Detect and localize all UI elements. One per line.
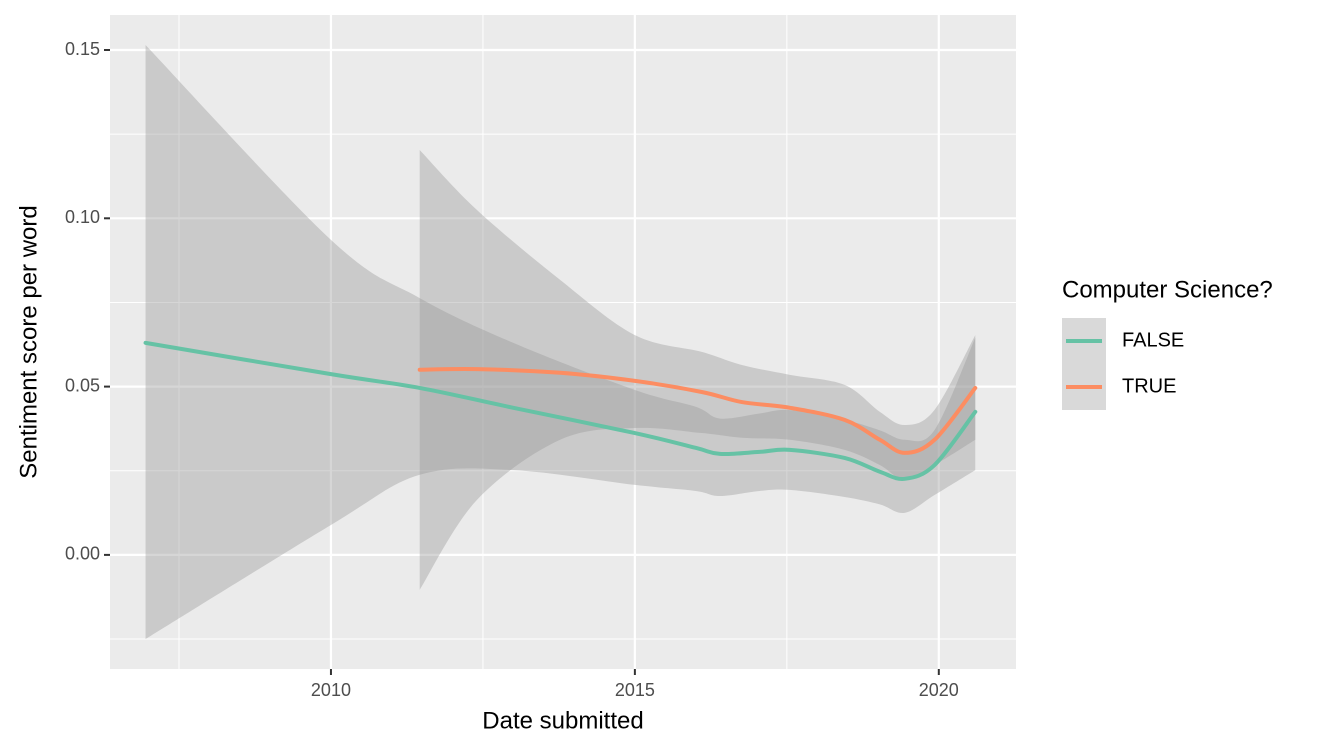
trend-line (417, 366, 978, 455)
confidence-ribbon (145, 44, 976, 640)
lines (143, 340, 978, 481)
y-tick-label: 0.10 (65, 207, 100, 227)
legend-title: Computer Science? (1062, 276, 1273, 303)
y-tick-label: 0.15 (65, 39, 100, 59)
x-tick-label: 2020 (919, 680, 959, 700)
legend-label: TRUE (1122, 375, 1176, 397)
grid (110, 15, 1016, 669)
legend-label: FALSE (1122, 329, 1184, 351)
y-tick-label: 0.05 (65, 375, 100, 395)
ribbons (145, 44, 976, 640)
confidence-ribbon (419, 149, 976, 590)
trend-line (143, 340, 978, 481)
x-tick-label: 2010 (311, 680, 351, 700)
y-tick-label: 0.00 (65, 544, 100, 564)
x-tick-label: 2015 (615, 680, 655, 700)
axes: 0.00 0.05 0.10 0.15 2010 2015 2020 (65, 39, 959, 700)
x-axis-title: Date submitted (482, 707, 643, 734)
plot-panel (110, 15, 1016, 669)
legend-key-background (1062, 318, 1106, 410)
legend: Computer Science? FALSE TRUE (1062, 276, 1273, 410)
y-axis-title: Sentiment score per word (15, 205, 42, 478)
